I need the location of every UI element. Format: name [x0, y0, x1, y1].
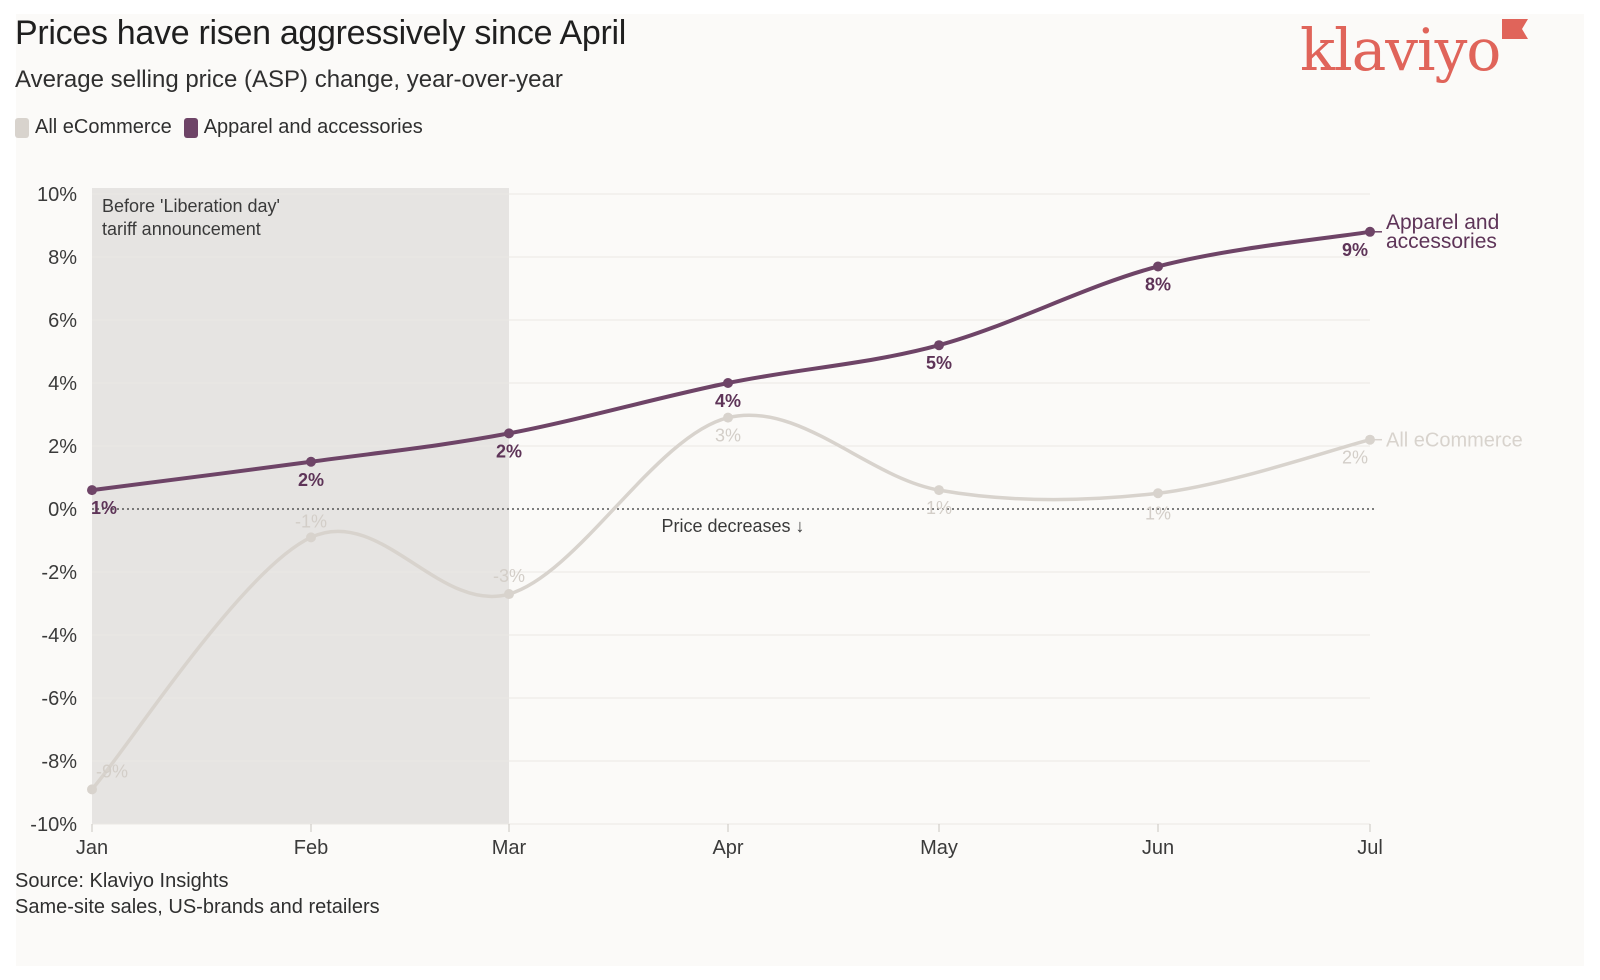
x-tick-label: Apr — [712, 837, 743, 859]
shaded-region-label-1: Before 'Liberation day' — [102, 196, 280, 216]
data-point-all-ecommerce — [723, 412, 733, 423]
data-point-all-ecommerce — [1153, 488, 1163, 499]
chart-subtitle: Average selling price (ASP) change, year… — [15, 66, 563, 93]
y-tick-label: -6% — [41, 688, 77, 710]
x-tick-label: May — [920, 837, 958, 859]
data-point-apparel — [1153, 261, 1163, 272]
data-point-apparel — [1365, 226, 1375, 237]
data-label-all-ecommerce: 1% — [1145, 503, 1171, 523]
y-tick-label: 4% — [48, 373, 77, 395]
data-label-apparel: 1% — [91, 498, 117, 518]
klaviyo-logo: klaviyo — [1300, 16, 1501, 84]
legend-swatch-apparel — [183, 117, 198, 138]
data-point-all-ecommerce — [306, 532, 316, 543]
y-tick-label: 8% — [48, 247, 77, 269]
x-tick-label: Mar — [492, 837, 527, 859]
data-label-apparel: 8% — [1145, 274, 1171, 294]
end-label-all-ecommerce: All eCommerce — [1386, 430, 1523, 452]
data-label-all-ecommerce: 1% — [926, 498, 952, 518]
data-label-apparel: 2% — [496, 441, 522, 461]
legend-item-apparel: Apparel and accessories — [183, 116, 423, 139]
y-tick-label: -2% — [41, 562, 77, 584]
end-label-apparel: Apparel and accessories — [1386, 211, 1499, 253]
x-tick-label: Jan — [76, 837, 108, 859]
legend: All eCommerce Apparel and accessories — [15, 116, 423, 139]
data-point-apparel — [934, 340, 944, 351]
data-point-apparel — [306, 456, 316, 467]
zero-line-label: Price decreases ↓ — [661, 516, 804, 536]
data-label-all-ecommerce: -3% — [493, 566, 525, 586]
y-tick-label: 2% — [48, 436, 77, 458]
y-tick-label: -10% — [30, 814, 77, 836]
legend-item-all-ecommerce: All eCommerce — [15, 116, 172, 139]
series-line-all-ecommerce — [90, 413, 1371, 791]
legend-label-apparel: Apparel and accessories — [203, 116, 423, 138]
data-point-apparel — [504, 428, 514, 439]
y-tick-label: 0% — [48, 499, 77, 521]
data-label-apparel: 5% — [926, 353, 952, 373]
data-point-apparel — [87, 485, 97, 496]
source-note: Source: Klaviyo Insights Same-site sales… — [15, 868, 380, 920]
data-label-all-ecommerce: 3% — [715, 426, 741, 446]
source-line-2: Same-site sales, US-brands and retailers — [15, 896, 380, 918]
y-tick-label: -8% — [41, 751, 77, 773]
logo-flag-icon — [1502, 19, 1528, 39]
data-point-all-ecommerce — [87, 784, 97, 795]
data-label-apparel: 4% — [715, 391, 741, 411]
data-point-all-ecommerce — [934, 485, 944, 496]
data-label-all-ecommerce: -1% — [295, 511, 327, 531]
shaded-region-label-2: tariff announcement — [102, 219, 261, 239]
x-tick-label: Feb — [294, 837, 328, 859]
legend-swatch-all-ecommerce — [15, 117, 29, 138]
data-label-all-ecommerce: -9% — [96, 761, 128, 781]
source-line-1: Source: Klaviyo Insights — [15, 870, 229, 892]
data-point-all-ecommerce — [1365, 434, 1375, 445]
shaded-region — [92, 188, 509, 824]
data-point-apparel — [723, 378, 733, 388]
legend-label-all-ecommerce: All eCommerce — [35, 116, 172, 138]
y-tick-label: 10% — [37, 184, 77, 206]
y-tick-label: 6% — [48, 310, 77, 332]
data-label-apparel: 2% — [298, 470, 324, 490]
data-point-all-ecommerce — [504, 589, 514, 600]
y-tick-label: -4% — [41, 625, 77, 647]
data-label-apparel: 9% — [1342, 240, 1368, 260]
data-label-all-ecommerce: 2% — [1342, 448, 1368, 468]
chart-title: Prices have risen aggressively since Apr… — [15, 14, 627, 52]
x-tick-label: Jun — [1142, 837, 1174, 859]
x-tick-label: Jul — [1357, 837, 1383, 859]
